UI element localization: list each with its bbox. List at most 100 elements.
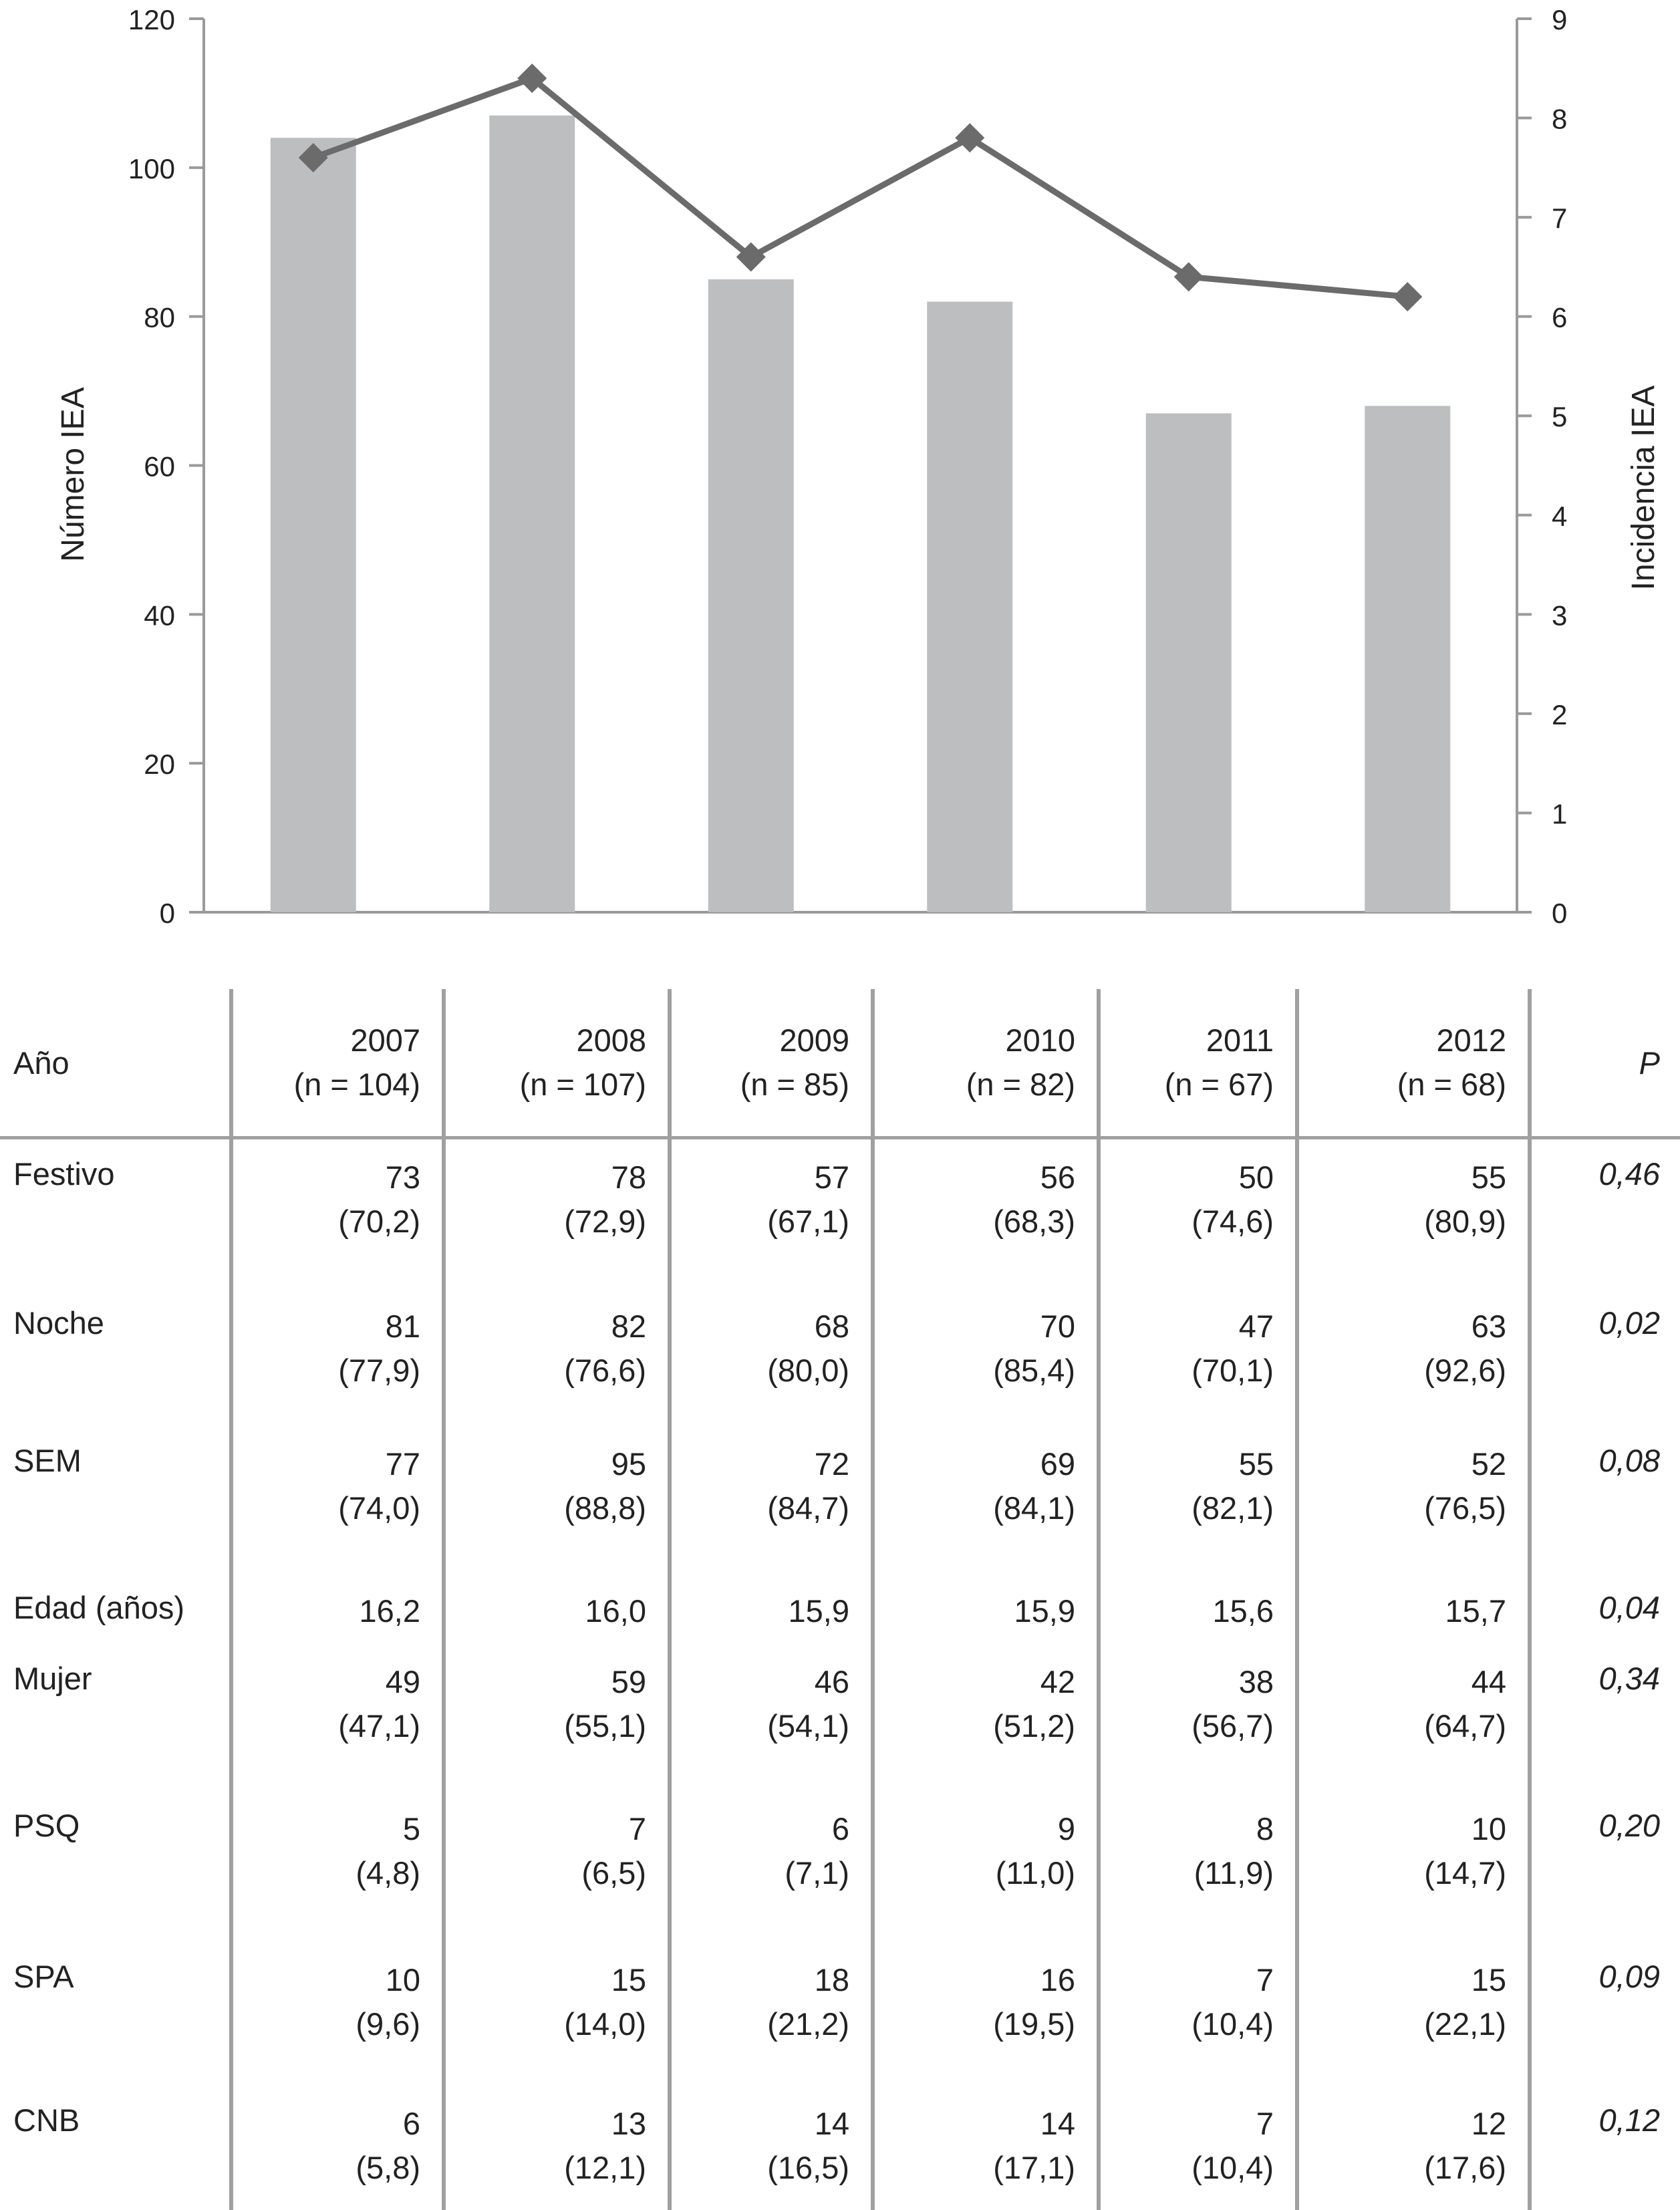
value-count: 7	[1256, 1961, 1274, 1997]
value-cell: 12 (17,6)	[1295, 2086, 1530, 2210]
header-year: 2010	[1005, 1022, 1075, 1058]
value-percent: (70,1)	[1192, 1353, 1274, 1389]
value-percent: (14,7)	[1424, 1855, 1506, 1891]
value-percent: (21,2)	[767, 2006, 849, 2042]
bar-2007	[270, 138, 356, 913]
value-percent: (6,5)	[581, 1855, 646, 1891]
value-count: 68	[814, 1308, 849, 1345]
header-year: 2008	[576, 1022, 646, 1058]
value-count: 69	[1040, 1445, 1075, 1482]
value-count: 77	[385, 1445, 420, 1482]
header-n: (n = 85)	[740, 1067, 849, 1102]
y2-tick-label: 5	[1552, 401, 1567, 432]
value-cell: 10 (14,7)	[1295, 1791, 1530, 1942]
value-cell: 47 (70,1)	[1097, 1288, 1297, 1426]
bar-series	[270, 115, 1451, 913]
value-cell: 9 (11,0)	[871, 1791, 1099, 1942]
header-year-cell: 2009 (n = 85)	[668, 989, 873, 1139]
bar-2012	[1365, 406, 1451, 912]
value-count: 16,2	[359, 1593, 420, 1629]
value-count: 50	[1238, 1159, 1274, 1195]
table-row: Mujer 49 (47,1) 59 (55,1) 46 (54,1) 42 (51,2) 38 (…	[0, 1643, 1680, 1792]
table-row: Edad (años) 16,2 16,0 15,9 15,9 15,6 15,7 0,04	[0, 1573, 1680, 1644]
value-percent: (56,7)	[1192, 1707, 1274, 1744]
value-count: 8	[1256, 1811, 1274, 1847]
value-percent: (76,5)	[1424, 1490, 1506, 1526]
value-count: 55	[1471, 1159, 1506, 1195]
value-percent: (22,1)	[1424, 2006, 1506, 2042]
value-cell: 95 (88,8)	[442, 1425, 670, 1574]
y2-tick-label: 6	[1552, 302, 1567, 333]
table-row: CNB 6 (5,8) 13 (12,1) 14 (16,5) 14 (17,1) 7 (10,4)…	[0, 2086, 1680, 2210]
value-cell: 15,9	[871, 1573, 1099, 1644]
value-count: 38	[1238, 1663, 1274, 1699]
value-count: 57	[814, 1159, 849, 1195]
value-cell: 13 (12,1)	[442, 2086, 670, 2210]
value-percent: (17,6)	[1424, 2150, 1506, 2186]
value-cell: 69 (84,1)	[871, 1425, 1099, 1574]
value-percent: (68,3)	[993, 1204, 1075, 1239]
value-count: 47	[1238, 1308, 1274, 1345]
value-cell: 49 (47,1)	[229, 1643, 444, 1792]
p-value: 0,20	[1528, 1791, 1680, 1942]
value-count: 82	[611, 1308, 646, 1345]
row-label: PSQ	[13, 1808, 80, 1844]
header-year-cell: 2010 (n = 82)	[871, 989, 1099, 1139]
value-cell: 63 (92,6)	[1295, 1288, 1530, 1426]
value-percent: (10,4)	[1192, 2006, 1274, 2042]
value-cell: 55 (82,1)	[1097, 1425, 1297, 1574]
value-count: 49	[385, 1663, 420, 1699]
value-count: 10	[1471, 1811, 1506, 1847]
value-count: 72	[814, 1445, 849, 1482]
p-value: 0,04	[1528, 1573, 1680, 1644]
line-point-2009	[736, 242, 766, 272]
value-cell: 14 (16,5)	[668, 2086, 873, 2210]
value-count: 13	[611, 2106, 646, 2142]
value-count: 15	[611, 1961, 646, 1997]
value-cell: 52 (76,5)	[1295, 1425, 1530, 1574]
value-cell: 16 (19,5)	[871, 1941, 1099, 2086]
value-percent: (85,4)	[993, 1353, 1075, 1389]
value-count: 7	[1256, 2106, 1274, 2142]
value-count: 52	[1471, 1445, 1506, 1482]
value-count: 10	[385, 1961, 420, 1997]
value-percent: (74,0)	[338, 1490, 420, 1526]
series-line	[312, 75, 1408, 300]
value-cell: 6 (5,8)	[229, 2086, 444, 2210]
value-percent: (11,0)	[995, 1855, 1075, 1891]
header-year: 2009	[779, 1022, 849, 1058]
row-label: Noche	[13, 1305, 104, 1341]
table-row: Noche 81 (77,9) 82 (76,6) 68 (80,0) 70 (85,4) 47 (…	[0, 1288, 1680, 1426]
value-percent: (84,1)	[993, 1490, 1075, 1526]
value-cell: 56 (68,3)	[871, 1137, 1099, 1289]
value-percent: (9,6)	[356, 2006, 420, 2042]
value-count: 42	[1040, 1663, 1075, 1699]
value-percent: (4,8)	[356, 1855, 420, 1891]
value-count: 55	[1238, 1445, 1274, 1482]
header-p: P	[1528, 989, 1680, 1139]
value-percent: (82,1)	[1192, 1490, 1274, 1526]
value-count: 56	[1040, 1159, 1075, 1195]
value-count: 16	[1040, 1961, 1075, 1997]
y2-tick-label: 8	[1552, 104, 1567, 135]
value-cell: 7 (10,4)	[1097, 2086, 1297, 2210]
table-row: SEM 77 (74,0) 95 (88,8) 72 (84,7) 69 (84,1) 55 (82…	[0, 1425, 1680, 1574]
value-cell: 50 (74,6)	[1097, 1137, 1297, 1289]
value-percent: (7,1)	[785, 1855, 849, 1891]
value-count: 14	[814, 2106, 849, 2142]
y-tick-label: 60	[144, 451, 175, 482]
row-label: Festivo	[13, 1156, 115, 1192]
row-label: CNB	[13, 2102, 80, 2138]
value-cell: 8 (11,9)	[1097, 1791, 1297, 1942]
value-cell: 14 (17,1)	[871, 2086, 1099, 2210]
value-count: 63	[1471, 1308, 1506, 1345]
value-cell: 44 (64,7)	[1295, 1643, 1530, 1792]
header-n: (n = 67)	[1164, 1067, 1274, 1102]
header-n: (n = 82)	[966, 1067, 1075, 1102]
value-percent: (14,0)	[564, 2006, 646, 2042]
table-row: SPA 10 (9,6) 15 (14,0) 18 (21,2) 16 (19,5) 7 (10,4…	[0, 1941, 1680, 2086]
value-percent: (17,1)	[993, 2150, 1075, 2186]
bar-2010	[927, 301, 1013, 913]
value-cell: 72 (84,7)	[668, 1425, 873, 1574]
value-count: 16,0	[585, 1593, 646, 1629]
